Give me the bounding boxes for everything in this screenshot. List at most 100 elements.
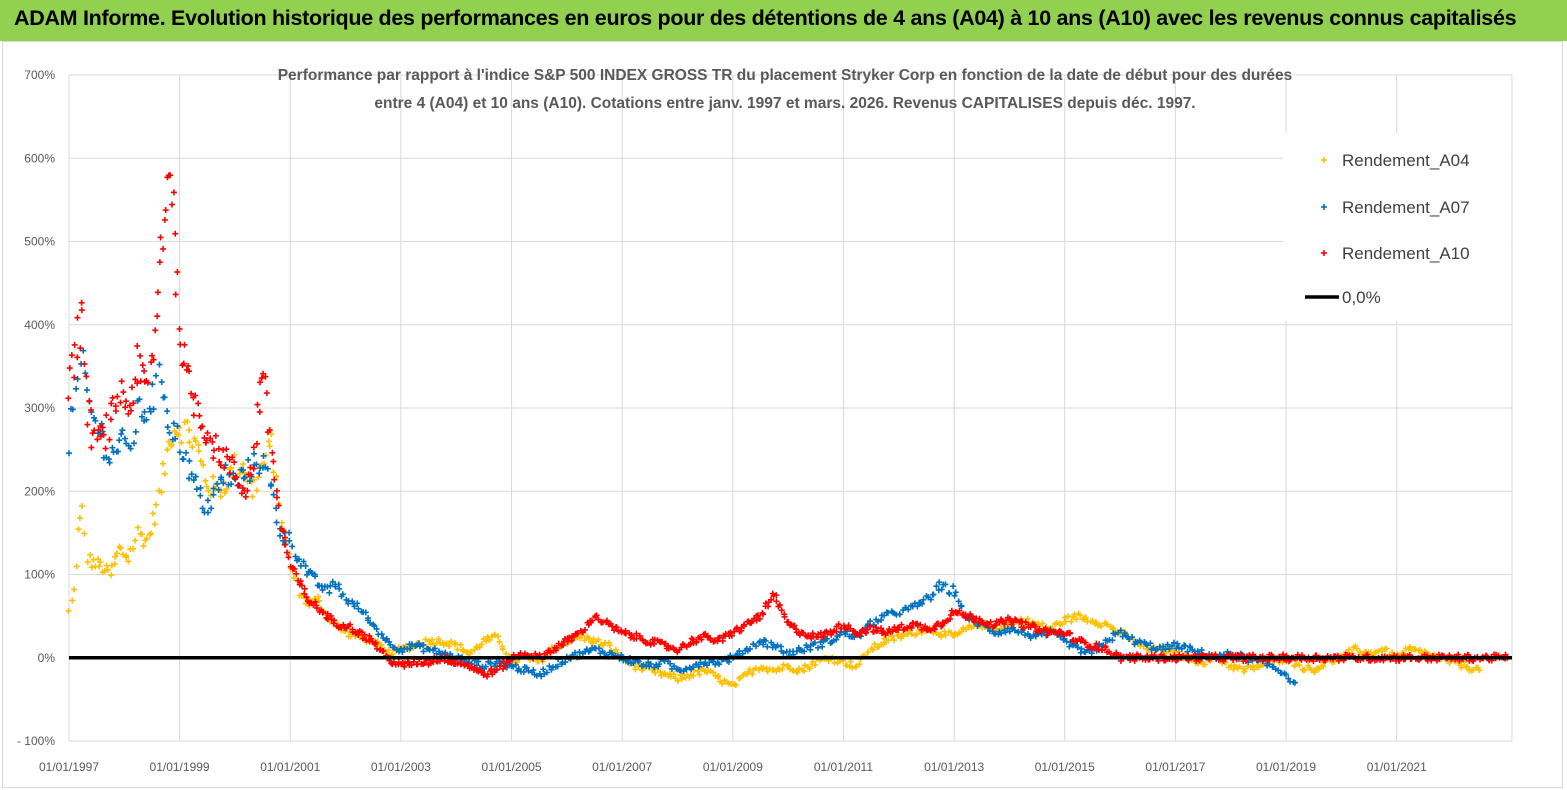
data-point xyxy=(132,376,139,383)
data-point xyxy=(785,618,792,625)
data-point xyxy=(114,393,121,400)
data-point xyxy=(468,663,475,670)
data-point xyxy=(1175,644,1182,651)
data-point xyxy=(732,682,739,689)
data-point xyxy=(94,436,101,443)
data-point xyxy=(971,618,978,625)
x-axis-ticks: 01/01/1997 01/01/1999 01/01/2001 01/01/2003… xyxy=(39,760,1427,774)
data-point xyxy=(215,445,222,452)
data-point xyxy=(1044,632,1051,639)
data-point xyxy=(773,592,780,599)
data-point xyxy=(217,493,224,500)
data-point xyxy=(891,637,898,644)
data-point xyxy=(383,635,390,642)
data-point xyxy=(69,597,76,604)
data-point xyxy=(167,172,174,179)
data-point xyxy=(84,558,91,565)
x-tick-label: 01/01/2009 xyxy=(703,760,763,774)
data-point xyxy=(1144,642,1151,649)
data-point xyxy=(278,519,285,526)
data-point xyxy=(881,612,888,619)
data-point xyxy=(74,376,81,383)
data-point xyxy=(236,482,243,489)
data-point xyxy=(608,650,615,657)
data-point xyxy=(793,648,800,655)
data-point xyxy=(209,438,216,445)
data-point xyxy=(168,441,175,448)
data-point xyxy=(719,680,726,687)
data-point xyxy=(121,435,128,442)
data-point xyxy=(919,600,926,607)
data-point xyxy=(454,646,461,653)
data-point xyxy=(65,395,72,402)
data-point xyxy=(103,562,110,569)
data-point xyxy=(154,289,161,296)
data-point xyxy=(256,379,263,386)
data-point xyxy=(127,445,134,452)
data-point xyxy=(76,514,83,521)
data-point xyxy=(931,626,938,633)
data-point xyxy=(280,537,287,544)
data-point xyxy=(435,648,442,655)
data-point xyxy=(88,444,95,451)
data-point xyxy=(158,489,165,496)
data-point xyxy=(1061,614,1068,621)
data-point xyxy=(263,390,270,397)
legend-item: Rendement_A10 xyxy=(1321,244,1470,263)
series-Rendement_A10 xyxy=(65,172,1511,680)
data-point xyxy=(794,669,801,676)
data-point xyxy=(1074,644,1081,651)
data-point xyxy=(778,607,785,614)
data-point xyxy=(809,630,816,637)
data-point xyxy=(249,493,256,500)
data-point xyxy=(132,537,139,544)
data-point xyxy=(1007,615,1014,622)
data-point xyxy=(270,491,277,498)
data-point xyxy=(496,638,503,645)
data-point xyxy=(258,375,265,382)
legend-label: Rendement_A07 xyxy=(1342,198,1470,217)
data-point xyxy=(687,640,694,647)
data-point xyxy=(71,374,78,381)
data-point xyxy=(486,637,493,644)
data-point xyxy=(240,475,247,482)
data-point xyxy=(589,617,596,624)
data-point xyxy=(824,635,831,642)
data-point xyxy=(460,648,467,655)
data-point xyxy=(885,637,892,644)
data-point xyxy=(715,673,722,680)
data-point xyxy=(96,563,103,570)
data-point xyxy=(820,633,827,640)
data-point xyxy=(632,666,639,673)
data-point xyxy=(362,609,369,616)
data-point xyxy=(100,431,107,438)
data-point xyxy=(181,341,188,348)
data-point xyxy=(245,456,252,463)
data-point xyxy=(108,572,115,579)
data-point xyxy=(118,430,125,437)
data-point xyxy=(864,649,871,656)
data-point xyxy=(633,630,640,637)
data-point xyxy=(955,598,962,605)
data-point xyxy=(204,430,211,437)
chart-title: Performance par rapport à l'indice S&P 5… xyxy=(278,67,1293,112)
data-point xyxy=(780,661,787,668)
data-point xyxy=(242,493,249,500)
data-point xyxy=(817,639,824,646)
data-point xyxy=(253,487,260,494)
legend-marker xyxy=(1321,204,1327,210)
data-point xyxy=(153,372,160,379)
data-point xyxy=(764,643,771,650)
data-point xyxy=(130,545,137,552)
data-point xyxy=(628,632,635,639)
data-point xyxy=(408,662,415,669)
data-point xyxy=(1407,644,1414,651)
chart-title-line-2: entre 4 (A04) et 10 ans (A10). Cotations… xyxy=(374,95,1195,112)
data-point xyxy=(1169,643,1176,650)
data-point xyxy=(716,661,723,668)
data-point xyxy=(340,621,347,628)
data-point xyxy=(446,643,453,650)
legend: Rendement_A04 Rendement_A07 Rendement_A10 0… xyxy=(1283,133,1511,321)
data-point xyxy=(835,621,842,628)
data-point xyxy=(74,314,81,321)
